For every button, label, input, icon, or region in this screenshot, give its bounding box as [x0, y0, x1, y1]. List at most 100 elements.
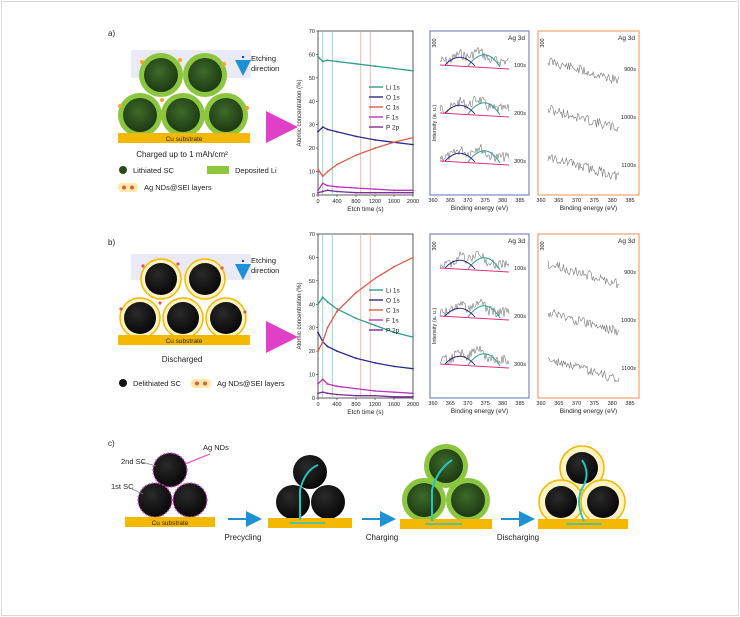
x-tick-label: 1200: [369, 402, 381, 408]
series-point: [393, 265, 395, 268]
panel-c-label: c): [108, 439, 115, 448]
y-tick-label: 30: [309, 326, 315, 332]
xps-tick-label: 385: [515, 401, 524, 407]
series-point: [321, 60, 324, 63]
x-tick-label: 400: [332, 402, 341, 408]
legend-delithiated-icon: [119, 379, 127, 387]
series-point: [355, 191, 357, 194]
legend-ag-icon: [118, 183, 138, 192]
series-point: [317, 55, 319, 58]
series-point: [355, 135, 357, 138]
xps-tick-label: 370: [572, 401, 581, 407]
xps-spectrum: [547, 154, 620, 181]
xps-tick-label: 380: [608, 401, 617, 407]
series-point: [321, 175, 324, 178]
xps-tick-label: 375: [481, 198, 490, 204]
series-point: [326, 128, 329, 131]
xps-time-label: 1100s: [621, 366, 636, 372]
series-point: [336, 163, 338, 166]
legend-label: O 1s: [386, 95, 400, 102]
series-point: [336, 60, 338, 63]
xps-tick-label: 375: [590, 198, 599, 204]
ag-nd-dots: [118, 58, 249, 110]
xps-spectrum: [547, 104, 620, 132]
legend-text: Lithiated SC: [133, 166, 174, 175]
xps-baseline: [439, 64, 510, 70]
series-line-o-1s: [317, 332, 414, 370]
xps-time-label: 200s: [514, 314, 526, 320]
xps-fit-peak: [467, 102, 501, 116]
legend-label: P 2p: [386, 125, 400, 132]
series-point: [355, 357, 357, 360]
xps-spectrum: [547, 357, 620, 383]
xps-spectrum: [439, 95, 510, 114]
xps-time-label: 1100s: [621, 163, 636, 169]
series-point: [412, 191, 414, 194]
series-point: [374, 390, 376, 392]
substrate-label: Cu substrate: [166, 338, 203, 345]
y-tick-label: 20: [309, 146, 315, 152]
xps-time-label: 1000s: [621, 318, 636, 324]
legend-lithiated-icon: [119, 166, 127, 174]
delithiated-sc: [124, 302, 156, 334]
xps-scale: 300: [540, 241, 546, 250]
xps-element: Ag 3d: [618, 35, 635, 42]
series-point: [393, 67, 395, 70]
etching-label: direction: [251, 266, 279, 275]
x-tick-label: 400: [332, 199, 341, 205]
xps-time-label: 100s: [514, 266, 526, 272]
delithiated-sc: [145, 263, 177, 295]
series-point: [355, 291, 357, 294]
substrate-label: Cu substrate: [152, 520, 189, 527]
y-tick-label: 0: [312, 193, 315, 199]
xps-element: Ag 3d: [618, 238, 635, 245]
xps-baseline: [439, 363, 510, 369]
xps-fit-peak: [444, 355, 476, 366]
series-point: [326, 189, 329, 192]
etching-label: Etching: [251, 54, 276, 63]
lithiated-sc: [144, 58, 178, 92]
x-tick-label: 1200: [369, 199, 381, 205]
lithiated-sc: [188, 58, 222, 92]
y-tick-label: 10: [309, 170, 315, 176]
label-ag-nds: Ag NDs: [203, 443, 229, 452]
xps-fit-peak: [444, 152, 476, 163]
xps-tick-label: 380: [608, 198, 617, 204]
x-tick-label: 800: [351, 402, 360, 408]
lithiated-sc: [166, 98, 200, 132]
series-point: [321, 190, 324, 193]
xps-spectrum: [547, 260, 620, 289]
series-point: [412, 189, 414, 192]
xps-x-label: Binding energy (eV): [560, 408, 617, 415]
x-tick-label: 1600: [388, 402, 400, 408]
plot-frame: [317, 30, 414, 196]
label-2nd-sc: 2nd SC: [121, 457, 147, 466]
substrate-label: Cu substrate: [166, 136, 203, 143]
series-point: [374, 277, 376, 280]
series-point: [374, 361, 376, 364]
xps-scale: 300: [432, 241, 438, 250]
series-line-li-1s: [317, 296, 414, 338]
legend-label: Li 1s: [386, 288, 400, 295]
legend-label: O 1s: [386, 298, 400, 305]
series-point: [374, 188, 376, 191]
xps-tick-label: 380: [498, 401, 507, 407]
step-label-discharging: Discharging: [497, 533, 539, 542]
delithiated-sc: [210, 302, 242, 334]
panel-c-stage-precycled: [268, 455, 352, 528]
x-tick-label: 0: [316, 402, 319, 408]
cu-substrate: [118, 335, 250, 345]
xps-time-label: 900s: [624, 67, 636, 73]
series-point: [393, 191, 395, 194]
series-point: [326, 392, 329, 395]
xps-tick-label: 385: [625, 198, 634, 204]
xps-baseline: [439, 112, 510, 118]
legend-deposited-icon: [207, 166, 229, 174]
xps-tick-label: 365: [554, 198, 563, 204]
series-point: [336, 350, 338, 353]
series-point: [326, 301, 329, 303]
x-tick-label: 2000: [407, 199, 419, 205]
series-point: [393, 189, 395, 192]
series-line-c-1s: [317, 136, 414, 178]
